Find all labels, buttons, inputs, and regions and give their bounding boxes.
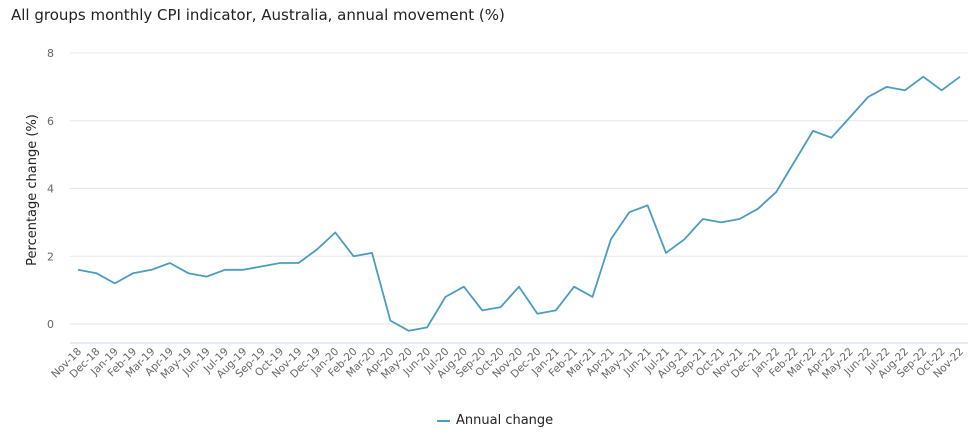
y-axis-label: Percentage change (%): [25, 114, 40, 266]
legend[interactable]: Annual change: [437, 413, 553, 428]
annual-change-line[interactable]: [77, 75, 961, 332]
y-tick-label: 6: [47, 115, 54, 128]
y-tick-label: 2: [47, 250, 54, 263]
x-axis-ticks: Nov-18Dec-18Jan-19Feb-19Mar-19Apr-19May-…: [49, 346, 966, 382]
gridlines: [70, 52, 968, 325]
legend-line-icon: [437, 419, 450, 422]
y-tick-label: 4: [47, 183, 54, 196]
y-tick-label: 8: [47, 47, 54, 60]
y-tick-label: 0: [47, 318, 54, 331]
chart-title: All groups monthly CPI indicator, Austra…: [11, 6, 505, 24]
y-axis-ticks: 0 2 4 6 8: [47, 47, 54, 331]
legend-label: Annual change: [456, 413, 554, 428]
